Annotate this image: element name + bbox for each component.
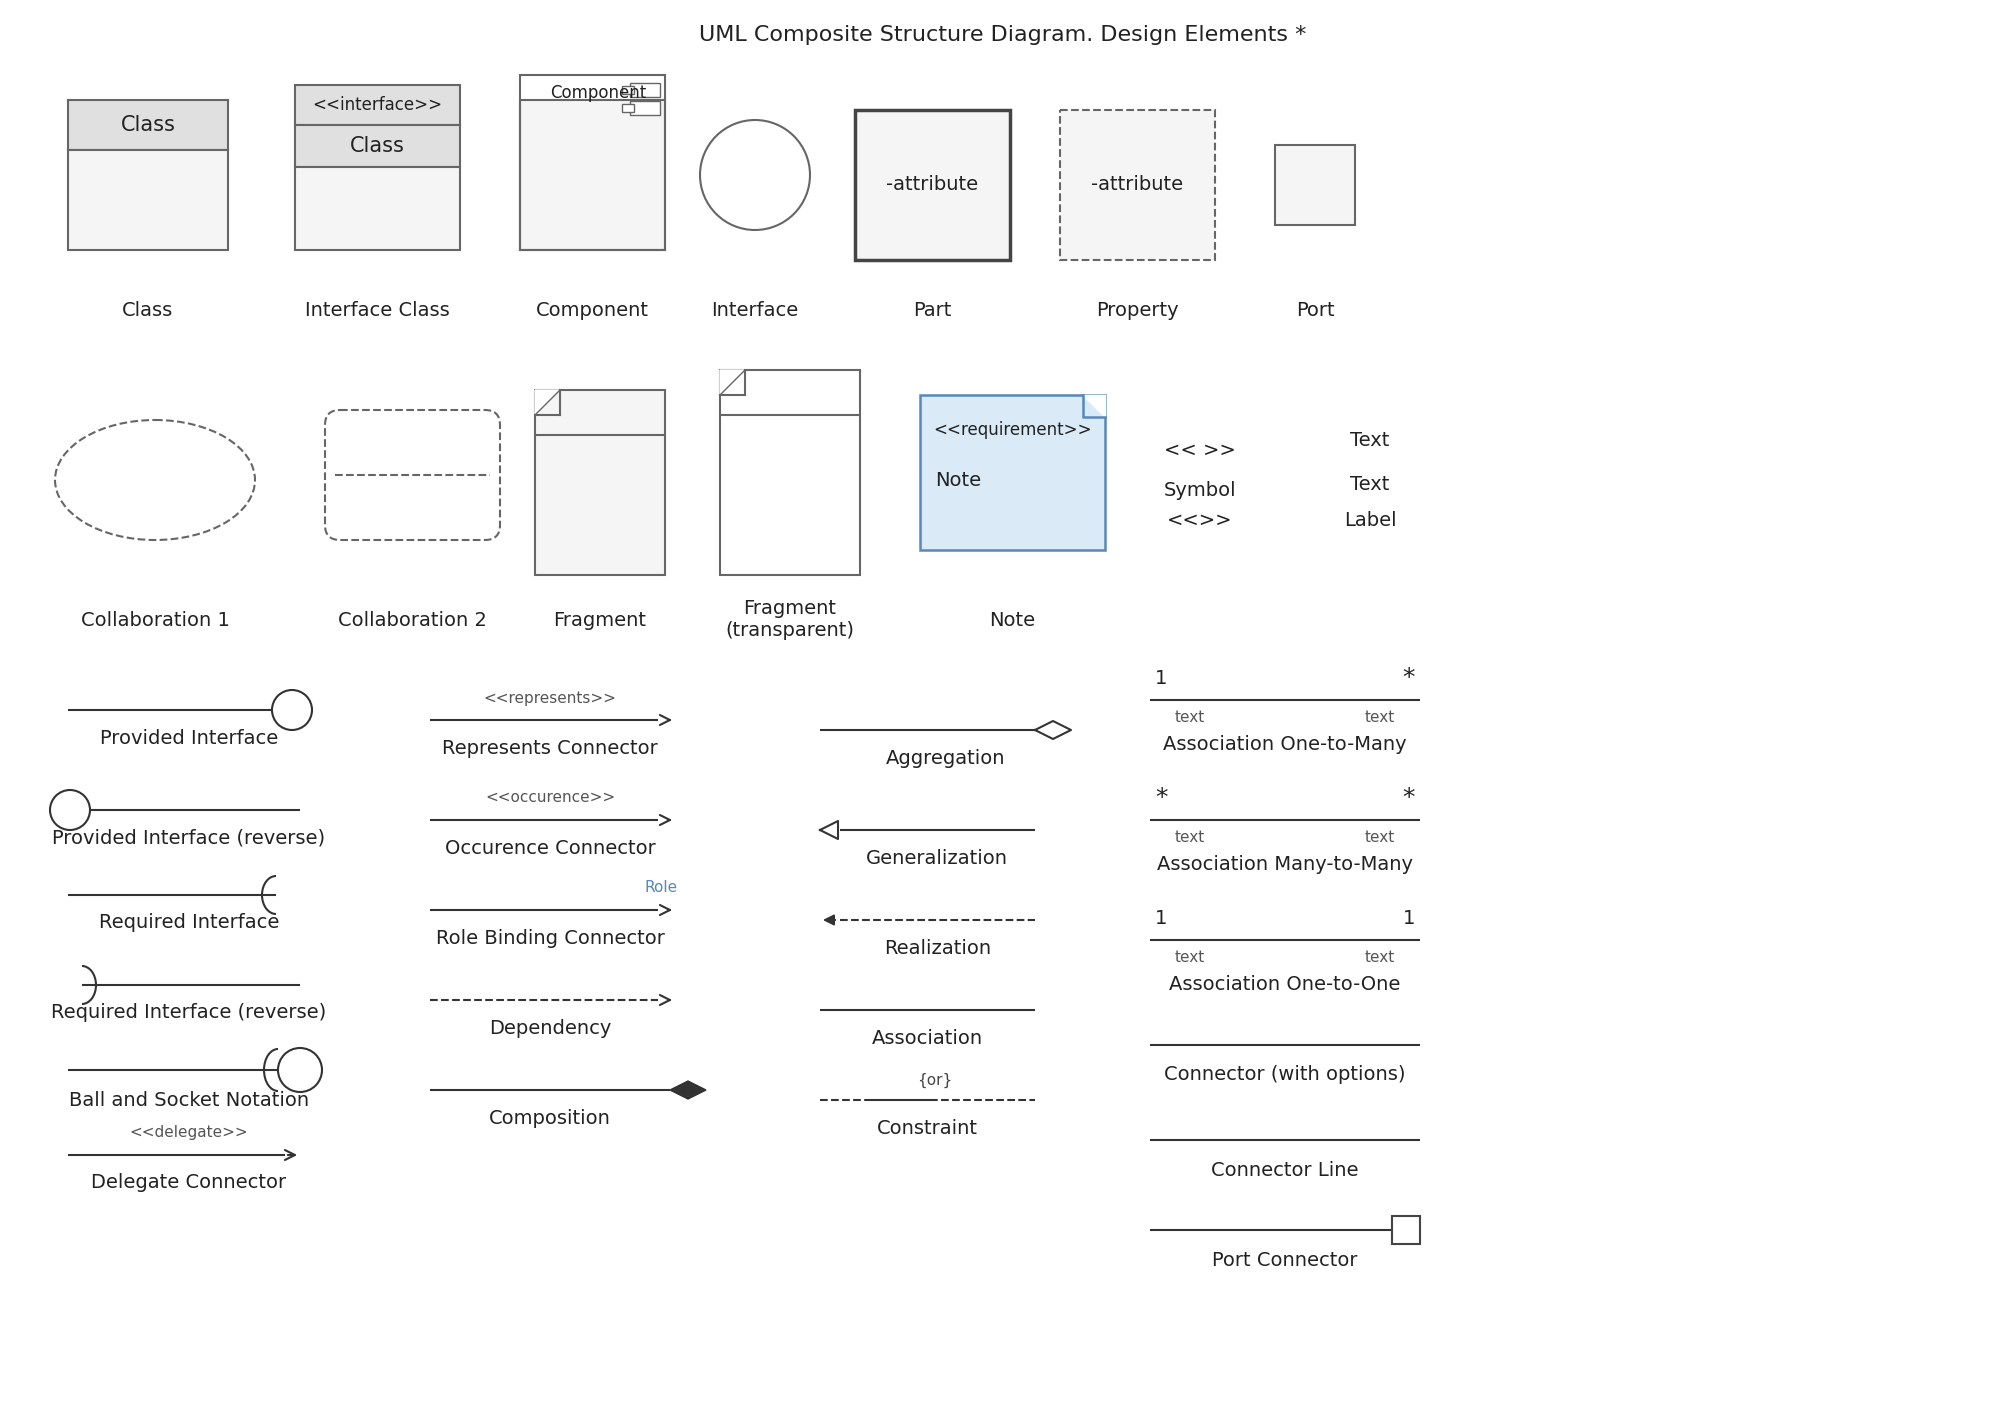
- Text: <<>>: <<>>: [1167, 510, 1233, 529]
- Text: Association: Association: [872, 1028, 982, 1048]
- Bar: [1391, 1217, 1420, 1244]
- Polygon shape: [820, 821, 838, 839]
- Text: *: *: [1401, 786, 1414, 810]
- Text: -attribute: -attribute: [1091, 176, 1183, 194]
- Text: Interface Class: Interface Class: [305, 301, 449, 319]
- Polygon shape: [1035, 720, 1071, 739]
- Text: << >>: << >>: [1163, 441, 1235, 459]
- Text: Generalization: Generalization: [864, 848, 1007, 868]
- Text: text: text: [1175, 950, 1205, 966]
- Text: Fragment
(transparent): Fragment (transparent): [726, 600, 854, 641]
- Text: Role Binding Connector: Role Binding Connector: [435, 929, 664, 947]
- Text: <<interface>>: <<interface>>: [313, 96, 443, 113]
- Text: Property: Property: [1095, 301, 1179, 319]
- Text: 1: 1: [1401, 909, 1414, 927]
- Text: Interface: Interface: [712, 301, 798, 319]
- Text: Note: Note: [934, 471, 980, 489]
- Text: Text: Text: [1349, 475, 1389, 495]
- Text: <<represents>>: <<represents>>: [483, 691, 616, 706]
- Text: Represents Connector: Represents Connector: [441, 739, 658, 757]
- Bar: [720, 370, 860, 576]
- Text: Port: Port: [1295, 301, 1333, 319]
- Text: {or}: {or}: [916, 1072, 952, 1088]
- Text: <<requirement>>: <<requirement>>: [932, 421, 1091, 440]
- Bar: [630, 101, 660, 115]
- Text: <<delegate>>: <<delegate>>: [130, 1126, 249, 1140]
- Text: Provided Interface: Provided Interface: [100, 729, 279, 747]
- Text: Class: Class: [122, 301, 174, 319]
- Text: text: text: [1175, 831, 1205, 845]
- Text: Association Many-to-Many: Association Many-to-Many: [1157, 855, 1412, 875]
- Text: Label: Label: [1343, 510, 1395, 529]
- Bar: [622, 104, 634, 112]
- Bar: [519, 101, 666, 250]
- Polygon shape: [535, 390, 559, 415]
- Text: UML Composite Structure Diagram. Design Elements *: UML Composite Structure Diagram. Design …: [700, 26, 1305, 45]
- Bar: [68, 101, 229, 150]
- Text: Class: Class: [120, 115, 174, 135]
- Text: text: text: [1175, 710, 1205, 726]
- Text: text: text: [1363, 831, 1393, 845]
- Text: text: text: [1363, 950, 1393, 966]
- Text: Fragment: Fragment: [553, 611, 646, 630]
- Text: Constraint: Constraint: [876, 1119, 978, 1137]
- Text: Required Interface: Required Interface: [98, 913, 279, 933]
- Bar: [535, 390, 666, 576]
- Text: Collaboration 1: Collaboration 1: [80, 611, 229, 630]
- Text: *: *: [1401, 666, 1414, 691]
- Text: Symbol: Symbol: [1163, 481, 1235, 499]
- Text: Association One-to-One: Association One-to-One: [1169, 976, 1399, 994]
- Text: Role: Role: [644, 881, 678, 896]
- Text: Port Connector: Port Connector: [1211, 1251, 1357, 1269]
- Text: Part: Part: [912, 301, 950, 319]
- Text: Aggregation: Aggregation: [886, 749, 1005, 767]
- Bar: [630, 84, 660, 96]
- Text: Ball and Socket Notation: Ball and Socket Notation: [68, 1090, 309, 1109]
- Bar: [622, 86, 634, 94]
- Bar: [1059, 111, 1215, 259]
- Bar: [920, 396, 1105, 550]
- Text: text: text: [1363, 710, 1393, 726]
- Bar: [295, 85, 459, 125]
- Bar: [854, 111, 1009, 259]
- Text: Note: Note: [988, 611, 1035, 630]
- Polygon shape: [670, 1081, 706, 1099]
- Text: 1: 1: [1155, 909, 1167, 927]
- Text: -attribute: -attribute: [886, 176, 978, 194]
- Text: Delegate Connector: Delegate Connector: [92, 1174, 287, 1193]
- Text: Collaboration 2: Collaboration 2: [339, 611, 487, 630]
- Bar: [1275, 145, 1353, 225]
- Text: <<occurence>>: <<occurence>>: [485, 790, 616, 805]
- Text: Association One-to-Many: Association One-to-Many: [1163, 736, 1406, 754]
- Polygon shape: [1083, 396, 1105, 417]
- Text: Component: Component: [535, 301, 650, 319]
- Text: Class: Class: [351, 136, 405, 156]
- Text: Provided Interface (reverse): Provided Interface (reverse): [52, 828, 325, 848]
- Polygon shape: [720, 370, 744, 396]
- Text: Dependency: Dependency: [489, 1018, 612, 1038]
- Text: *: *: [1155, 786, 1167, 810]
- Bar: [519, 75, 666, 250]
- Bar: [295, 125, 459, 167]
- Text: Composition: Composition: [489, 1109, 612, 1127]
- Text: Component: Component: [549, 84, 646, 102]
- Bar: [295, 167, 459, 250]
- Text: Realization: Realization: [884, 939, 990, 957]
- Text: Connector Line: Connector Line: [1211, 1160, 1357, 1180]
- Text: Required Interface (reverse): Required Interface (reverse): [52, 1004, 327, 1022]
- Text: 1: 1: [1155, 668, 1167, 688]
- Text: Connector (with options): Connector (with options): [1163, 1065, 1406, 1085]
- Text: Text: Text: [1349, 431, 1389, 450]
- Bar: [68, 150, 229, 250]
- Text: Occurence Connector: Occurence Connector: [445, 838, 656, 858]
